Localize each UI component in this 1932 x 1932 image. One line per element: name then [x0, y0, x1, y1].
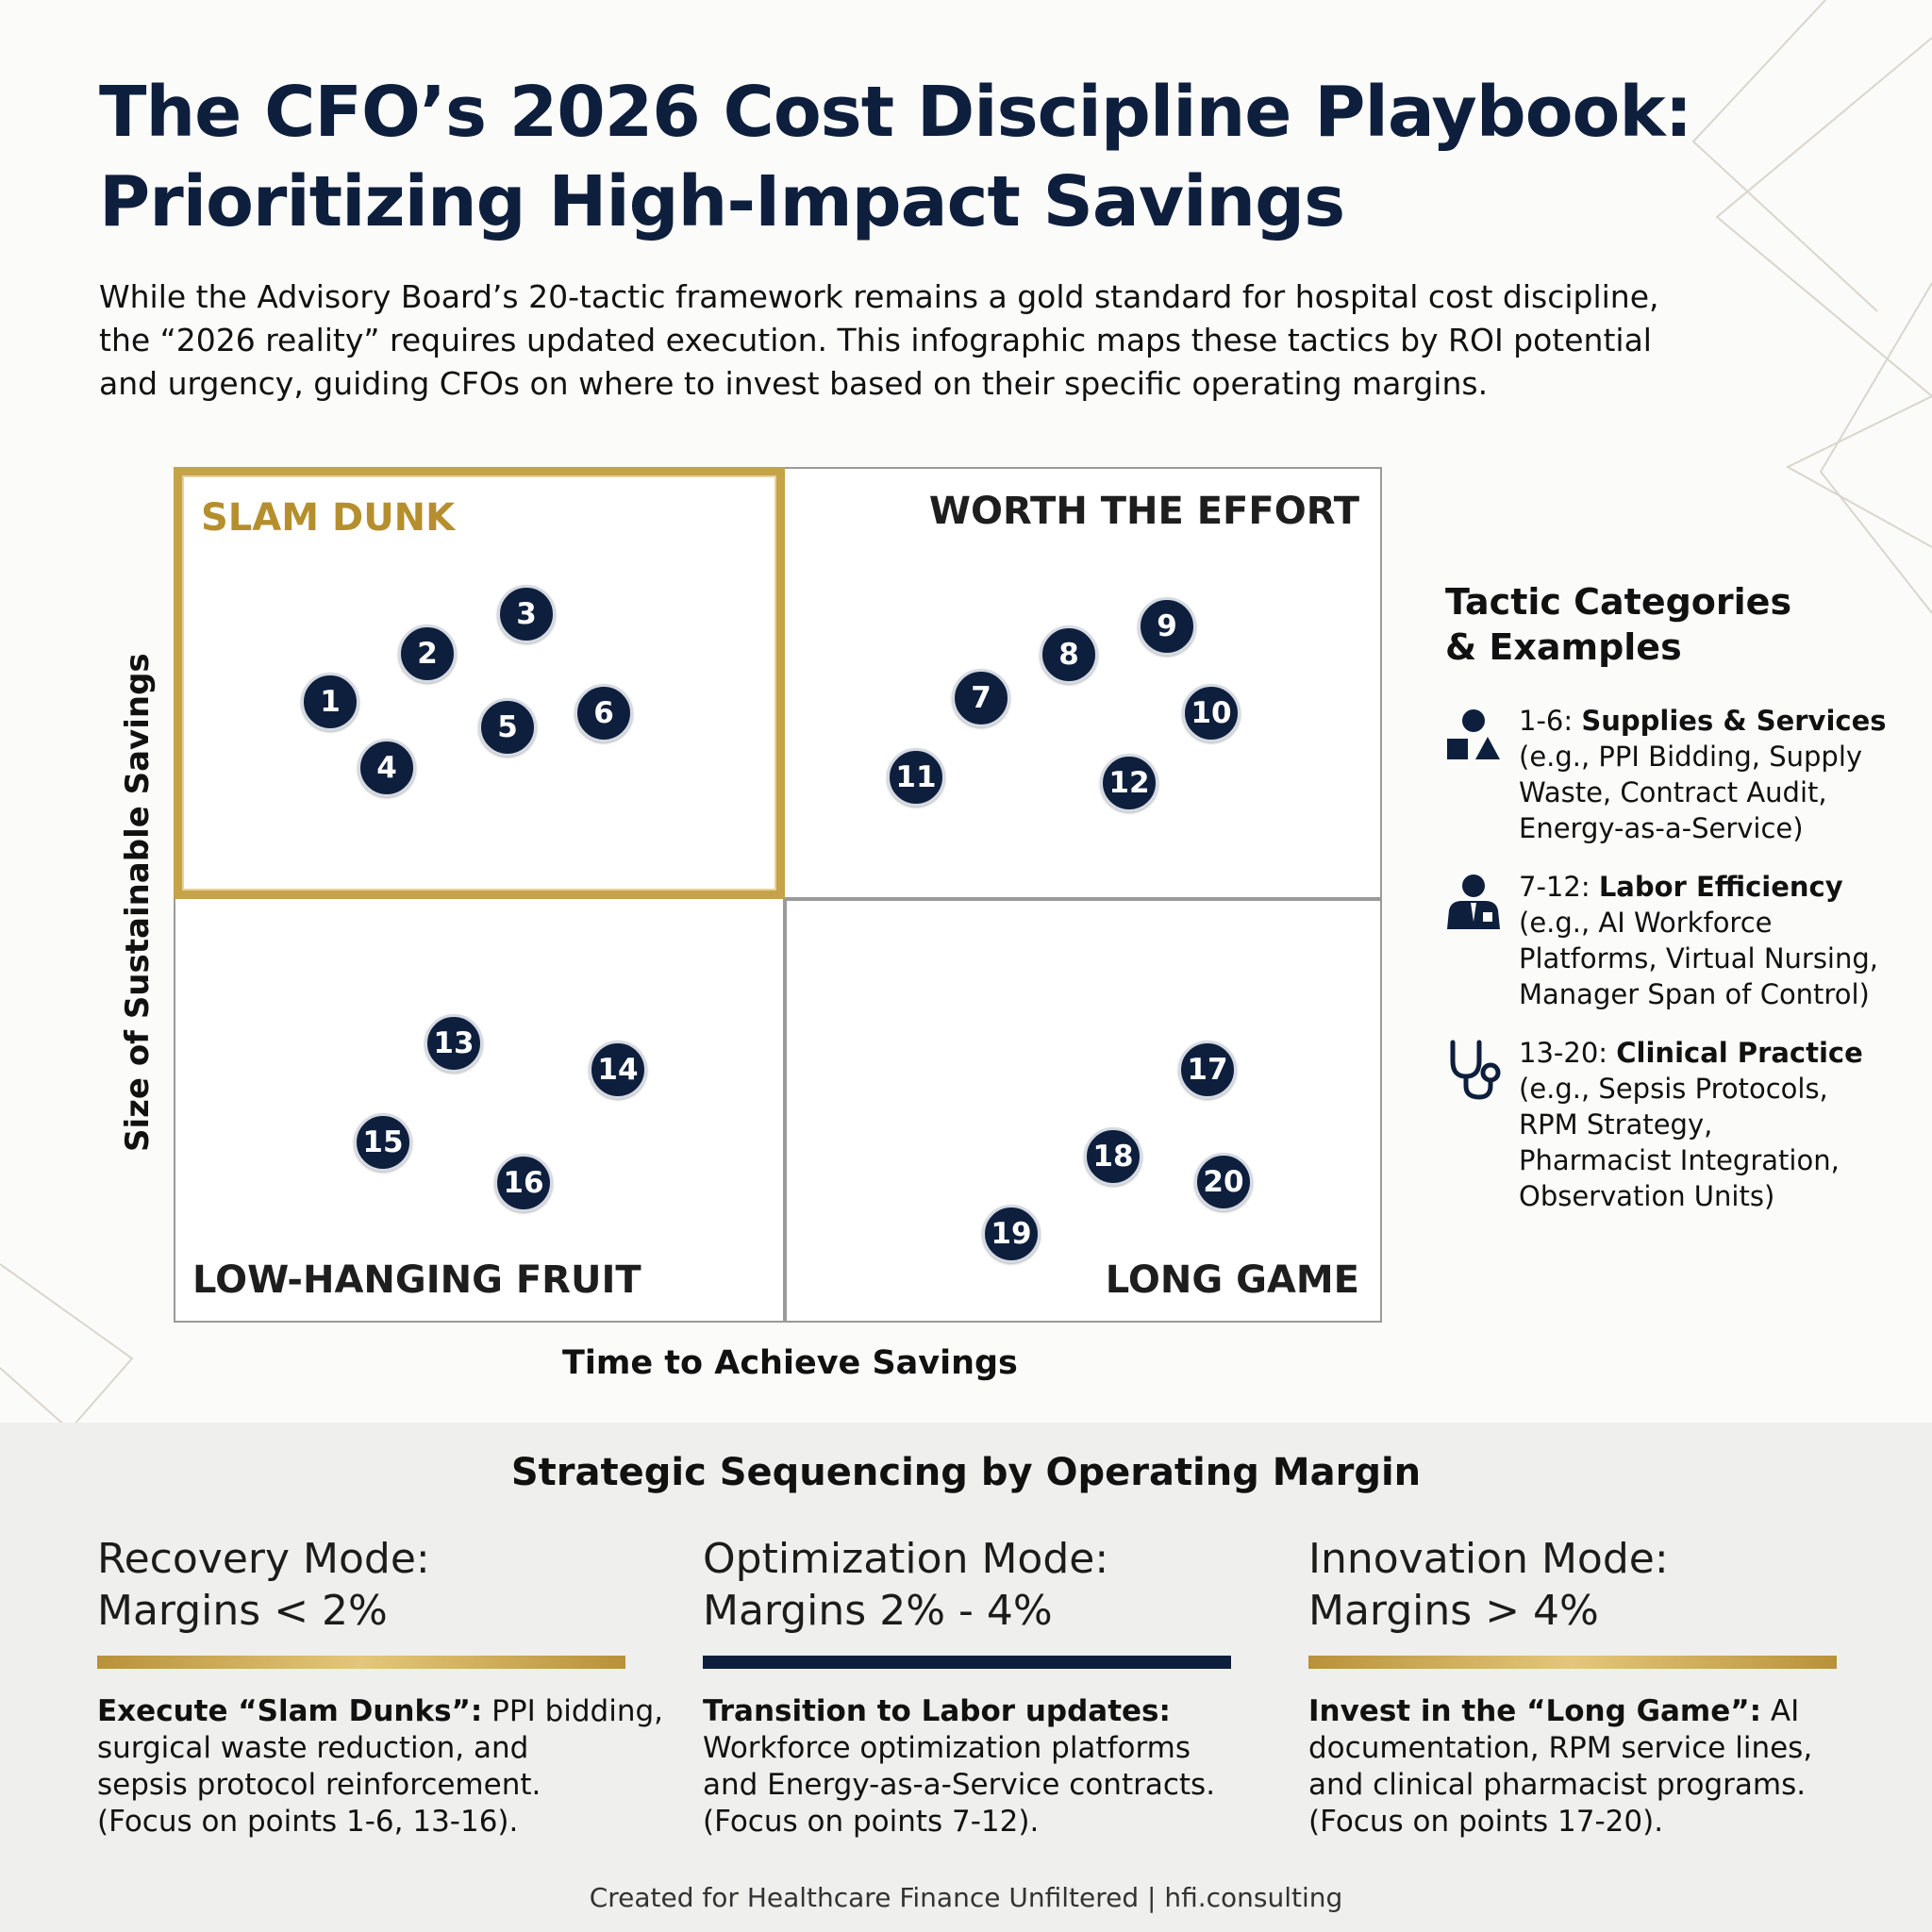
column-heading: Innovation Mode: — [1308, 1535, 1669, 1583]
tactic-point-13: 13 — [425, 1014, 483, 1073]
worker-icon — [1447, 874, 1500, 929]
tactic-point-16: 16 — [494, 1154, 553, 1212]
recovery-mode-column: Recovery Mode: Margins < 2% Execute “Sla… — [97, 1533, 664, 1840]
page-title: The CFO’s 2026 Cost Discipline Playbook:… — [99, 68, 1873, 247]
tactic-point-1: 1 — [301, 673, 359, 731]
tactic-point-18: 18 — [1084, 1127, 1142, 1186]
tactic-point-2: 2 — [398, 625, 457, 683]
quadrant-worth-the-effort: WORTH THE EFFORT — [785, 467, 1382, 899]
column-margin: Margins < 2% — [97, 1587, 388, 1635]
tactic-point-3: 3 — [497, 585, 556, 643]
tactic-point-9: 9 — [1138, 597, 1196, 656]
quadrant-slam-dunk: SLAM DUNK — [174, 467, 785, 899]
tactic-point-14: 14 — [589, 1041, 647, 1099]
quadrant-label-low-hanging-fruit: LOW-HANGING FRUIT — [192, 1258, 641, 1302]
column-heading: Recovery Mode: — [97, 1535, 430, 1583]
legend-title-line-2: & Examples — [1445, 626, 1682, 668]
innovation-mode-column: Innovation Mode: Margins > 4% Invest in … — [1308, 1533, 1846, 1840]
gold-divider-bar — [97, 1656, 625, 1669]
legend-title-line-1: Tactic Categories — [1445, 581, 1792, 623]
intro-line-1: While the Advisory Board’s 20-tactic fra… — [99, 278, 1659, 315]
optimization-mode-column: Optimization Mode: Margins 2% - 4% Trans… — [703, 1533, 1241, 1840]
navy-divider-bar — [703, 1656, 1231, 1669]
column-heading: Optimization Mode: — [703, 1535, 1109, 1583]
tactic-point-5: 5 — [478, 698, 537, 757]
quadrant-label-long-game: LONG GAME — [1105, 1258, 1359, 1302]
priority-matrix: WORTH THE EFFORT LOW-HANGING FRUIT LONG … — [174, 467, 1382, 1323]
tactic-point-4: 4 — [358, 739, 416, 797]
quadrant-long-game: LONG GAME — [785, 899, 1382, 1323]
quadrant-label-worth-the-effort: WORTH THE EFFORT — [928, 490, 1359, 533]
column-margin: Margins 2% - 4% — [703, 1587, 1053, 1635]
quadrant-low-hanging-fruit: LOW-HANGING FRUIT — [174, 899, 785, 1323]
tactic-point-6: 6 — [575, 684, 633, 742]
sequencing-title: Strategic Sequencing by Operating Margin — [510, 1451, 1422, 1494]
legend-title: Tactic Categories & Examples — [1445, 579, 1889, 670]
column-margin: Margins > 4% — [1308, 1587, 1599, 1635]
y-axis-label: Size of Sustainable Savings — [119, 653, 157, 1152]
legend-item-text: 13-20: Clinical Practice (e.g., Sepsis P… — [1519, 1037, 1863, 1212]
tactic-point-15: 15 — [354, 1113, 412, 1172]
intro-line-3: and urgency, guiding CFOs on where to in… — [99, 365, 1489, 402]
tactic-point-7: 7 — [952, 669, 1010, 727]
stethoscope-icon — [1450, 1040, 1501, 1100]
tactic-point-8: 8 — [1040, 625, 1098, 684]
title-line-1: The CFO’s 2026 Cost Discipline Playbook: — [99, 72, 1692, 153]
footer-credit: Created for Healthcare Finance Unfiltere… — [589, 1882, 1343, 1913]
sequencing-section — [0, 1423, 1932, 1932]
shapes-icon — [1447, 709, 1500, 759]
intro-line-2: the “2026 reality” requires updated exec… — [99, 322, 1652, 358]
tactic-point-12: 12 — [1100, 754, 1158, 812]
column-description: Transition to Labor updates: Workforce o… — [703, 1694, 1216, 1839]
tactic-legend: Tactic Categories & Examples 1-6: Suppli… — [1445, 579, 1889, 1212]
x-axis-label: Time to Achieve Savings — [562, 1344, 1018, 1382]
column-description: Execute “Slam Dunks”: PPI bidding, surgi… — [97, 1694, 664, 1839]
tactic-point-17: 17 — [1178, 1041, 1237, 1099]
gold-divider-bar — [1308, 1656, 1837, 1669]
title-line-2: Prioritizing High-Impact Savings — [99, 161, 1345, 242]
tactic-point-10: 10 — [1182, 684, 1241, 742]
tactic-point-20: 20 — [1194, 1153, 1253, 1211]
tactic-point-19: 19 — [982, 1205, 1041, 1263]
legend-item-text: 1-6: Supplies & Services (e.g., PPI Bidd… — [1519, 705, 1887, 844]
column-description: Invest in the “Long Game”: AI documentat… — [1308, 1694, 1813, 1839]
quadrant-label-slam-dunk: SLAM DUNK — [201, 496, 456, 540]
intro-paragraph: While the Advisory Board’s 20-tactic fra… — [99, 275, 1873, 406]
tactic-point-11: 11 — [887, 748, 945, 807]
legend-item-text: 7-12: Labor Efficiency (e.g., AI Workfor… — [1519, 871, 1878, 1010]
